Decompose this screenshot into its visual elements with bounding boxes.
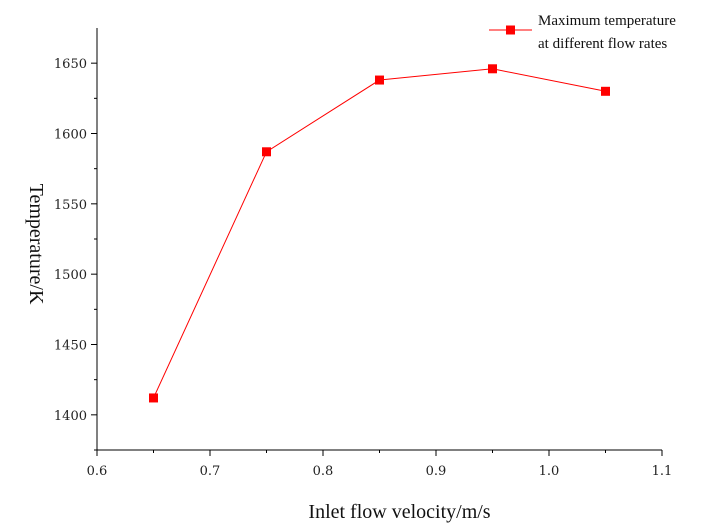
y-axis-title: Temperature/K — [25, 184, 47, 305]
legend-label-line-2: at different flow rates — [538, 36, 667, 52]
series-line — [153, 68, 606, 399]
x-tick-label: 0.6 — [87, 464, 108, 479]
x-tick-label: 0.8 — [313, 464, 334, 479]
y-tick-label: 1550 — [54, 198, 87, 213]
y-tick-label: 1400 — [54, 409, 87, 424]
legend-marker — [506, 25, 515, 35]
data-point — [262, 147, 271, 157]
axes — [96, 28, 662, 451]
series-layer — [149, 64, 610, 403]
x-tick-label: 0.9 — [426, 464, 447, 479]
y-tick-label: 1500 — [54, 268, 87, 283]
data-point — [488, 64, 497, 74]
y-tick-label: 1600 — [54, 128, 87, 143]
legend-label-line-1: Maximum temperature — [538, 13, 676, 29]
y-tick-label: 1450 — [54, 339, 87, 354]
legend: Maximum temperature at different flow ra… — [489, 13, 676, 52]
x-tick-label: 1.0 — [539, 464, 560, 479]
y-axis-ticks: 1400 1450 1500 1550 1600 1650 — [54, 57, 97, 451]
x-axis-ticks: 0.6 0.7 0.8 0.9 1.0 1.1 — [87, 450, 673, 479]
x-tick-label: 1.1 — [652, 464, 673, 479]
x-axis-title: Inlet flow velocity/m/s — [308, 501, 490, 523]
y-tick-label: 1650 — [54, 57, 87, 72]
data-point — [601, 86, 610, 96]
data-point — [149, 393, 158, 403]
data-point — [375, 75, 384, 85]
x-tick-label: 0.7 — [200, 464, 221, 479]
